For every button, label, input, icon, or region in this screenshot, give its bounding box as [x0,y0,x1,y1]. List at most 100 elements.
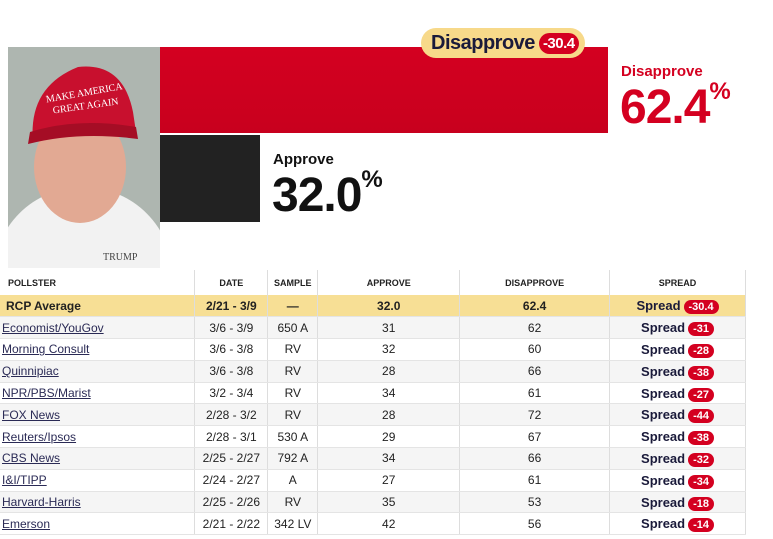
table-row: Reuters/Ipsos 2/28 - 3/1 530 A 29 67 Spr… [0,425,746,449]
sample: RV [267,382,319,405]
approve: 32.0 [317,295,461,318]
header-approve[interactable]: APPROVE [317,270,461,295]
header-spread[interactable]: SPREAD [609,270,746,295]
approve: 27 [317,469,461,492]
disapprove: 67 [459,425,611,449]
spread: Spread -31 [609,316,746,340]
date: 3/2 - 3/4 [194,382,269,405]
spread-badge: -31 [688,322,715,337]
date: 3/6 - 3/9 [194,316,269,340]
spread: Spread -44 [609,403,746,427]
portrait-photo: MAKE AMERICA GREAT AGAIN TRUMP [8,47,160,268]
approve: 34 [317,447,461,470]
pollster: Reuters/Ipsos [0,425,196,449]
approve-number: 32.0 [272,169,362,222]
pollster: CBS News [0,447,196,470]
approve: 32 [317,338,461,361]
header-sample[interactable]: SAMPLE [267,270,319,295]
spread-badge: -38 [688,431,715,446]
disapprove: 62 [459,316,611,340]
approve: 29 [317,425,461,449]
pollster: NPR/PBS/Marist [0,382,196,405]
spread-label: Spread [641,341,686,357]
spread: Spread -38 [609,425,746,449]
disapprove: 61 [459,469,611,492]
table-row: CBS News 2/25 - 2/27 792 A 34 66 Spread -… [0,447,746,470]
spread-badge: -44 [688,409,715,424]
disapprove-bar [160,47,608,133]
spread-label: Spread [636,298,681,314]
date: 3/6 - 3/8 [194,338,269,361]
sample: RV [267,403,319,427]
pollster-link[interactable]: Economist/YouGov [2,320,104,335]
date: 2/25 - 2/27 [194,447,269,470]
badge-spread: -30.4 [538,32,579,54]
disapprove: 61 [459,382,611,405]
approve: 28 [317,403,461,427]
table-row: Harvard-Harris 2/25 - 2/26 RV 35 53 Spre… [0,491,746,514]
date: 2/28 - 3/1 [194,425,269,449]
spread-label: Spread [641,385,686,401]
pollster: Quinnipiac [0,360,196,383]
pollster-link[interactable]: I&I/TIPP [2,473,47,488]
sample: 792 A [267,447,319,470]
date: 3/6 - 3/8 [194,360,269,383]
spread: Spread -28 [609,338,746,361]
table-row: NPR/PBS/Marist 3/2 - 3/4 RV 34 61 Spread… [0,382,746,405]
pollster: Emerson [0,512,196,536]
sample: RV [267,338,319,361]
date: 2/24 - 2/27 [194,469,269,492]
date: 2/28 - 3/2 [194,403,269,427]
svg-text:TRUMP: TRUMP [103,252,138,263]
approve: 42 [317,512,461,536]
header-date[interactable]: DATE [194,270,269,295]
spread-label: Spread [641,516,686,532]
table-row: FOX News 2/28 - 3/2 RV 28 72 Spread -44 [0,403,746,427]
date: 2/21 - 3/9 [194,295,269,318]
spread-label: Spread [641,450,686,466]
header-pollster[interactable]: POLLSTER [0,270,196,295]
date: 2/21 - 2/22 [194,512,269,536]
table-row: Morning Consult 3/6 - 3/8 RV 32 60 Sprea… [0,338,746,361]
approve: 35 [317,491,461,514]
disapprove-label: Disapprove [621,63,703,80]
pollster-link[interactable]: Emerson [2,516,51,531]
header-disapprove[interactable]: DISAPPROVE [459,270,611,295]
disapprove: 60 [459,338,611,361]
spread-badge: -38 [688,365,715,380]
pollster: Harvard-Harris [0,491,196,514]
disapprove-spread-badge: Disapprove -30.4 [421,28,585,58]
approve: 31 [317,316,461,340]
sample: — [267,295,319,318]
pollster-link[interactable]: Morning Consult [2,342,90,357]
date: 2/25 - 2/26 [194,491,269,514]
rcp-average-row: RCP Average 2/21 - 3/9 — 32.0 62.4 Sprea… [0,295,746,318]
spread: Spread -32 [609,447,746,470]
spread-label: Spread [641,494,686,510]
pollster-link[interactable]: Quinnipiac [2,364,59,379]
pollster-link[interactable]: Reuters/Ipsos [2,429,77,444]
disapprove: 53 [459,491,611,514]
pollster-link[interactable]: CBS News [2,451,61,466]
spread-badge: -32 [688,452,715,467]
disapprove-number: 62.4 [620,81,710,134]
pollster: Economist/YouGov [0,316,196,340]
spread-label: Spread [641,472,686,488]
pollster: RCP Average [0,295,196,318]
pollster: Morning Consult [0,338,196,361]
pollster-link[interactable]: Harvard-Harris [2,495,81,510]
spread-label: Spread [641,429,686,445]
spread-badge: -18 [688,496,715,511]
approve: 34 [317,382,461,405]
pollster: FOX News [0,403,196,427]
disapprove: 66 [459,360,611,383]
pollster-link[interactable]: FOX News [2,407,61,422]
sample: A [267,469,319,492]
spread: Spread -14 [609,512,746,536]
percent-sign: % [361,166,382,193]
table-header: POLLSTER DATE SAMPLE APPROVE DISAPPROVE … [0,270,746,295]
sample: 530 A [267,425,319,449]
spread-badge: -27 [688,387,715,402]
pollster-link[interactable]: NPR/PBS/Marist [2,386,91,401]
table-row: Economist/YouGov 3/6 - 3/9 650 A 31 62 S… [0,316,746,340]
